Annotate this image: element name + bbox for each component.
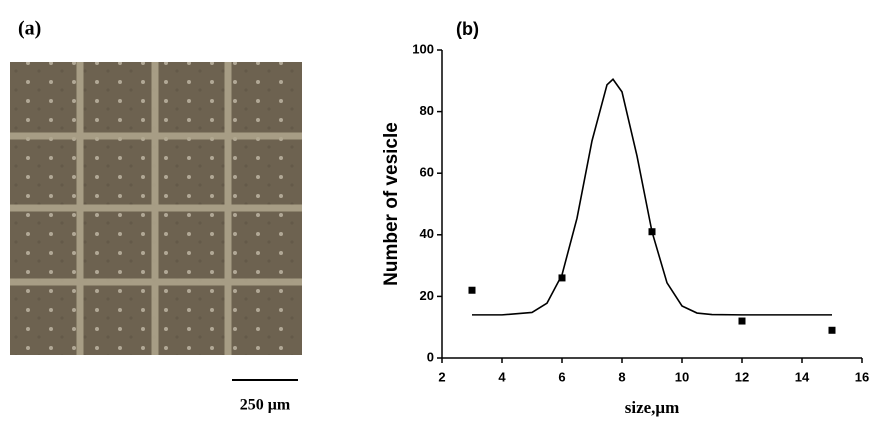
x-tick-label: 8 bbox=[618, 369, 625, 384]
data-point bbox=[469, 287, 476, 294]
y-tick-label: 40 bbox=[420, 226, 434, 241]
scale-bar-label: 250 μm bbox=[240, 397, 291, 414]
y-axis-label: Number of vesicle bbox=[381, 122, 402, 286]
chart-title: (b) bbox=[456, 19, 479, 39]
y-tick-label: 80 bbox=[420, 103, 434, 118]
x-tick-label: 6 bbox=[558, 369, 565, 384]
panel-label: (a) bbox=[18, 18, 41, 40]
x-tick-label: 12 bbox=[735, 369, 749, 384]
x-tick-label: 4 bbox=[498, 369, 506, 384]
data-point bbox=[739, 318, 746, 325]
figure: (a) 250 μm (b) size,μm Number of vesicle… bbox=[0, 0, 875, 420]
y-tick-label: 20 bbox=[420, 288, 434, 303]
x-tick-label: 14 bbox=[795, 369, 810, 384]
y-tick-label: 100 bbox=[412, 41, 434, 56]
x-tick-label: 16 bbox=[855, 369, 869, 384]
x-tick-label: 2 bbox=[438, 369, 445, 384]
y-tick-label: 60 bbox=[420, 165, 434, 180]
data-point bbox=[829, 327, 836, 334]
x-axis-label: size,μm bbox=[625, 398, 679, 417]
micrograph bbox=[10, 62, 302, 355]
y-tick-label: 0 bbox=[427, 349, 434, 364]
x-tick-label: 10 bbox=[675, 369, 689, 384]
fit-curve bbox=[472, 79, 832, 315]
